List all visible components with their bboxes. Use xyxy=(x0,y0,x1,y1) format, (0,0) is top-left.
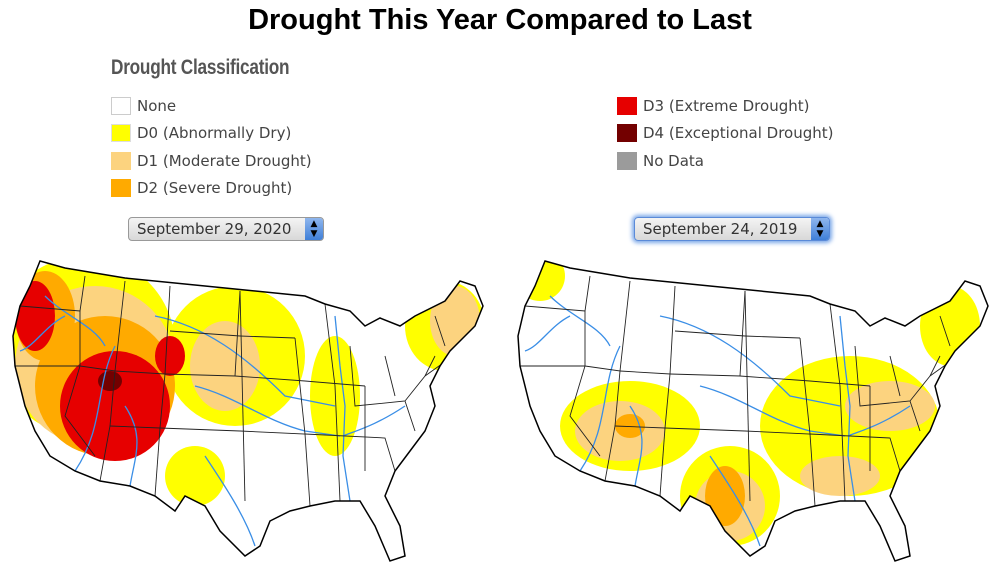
legend-label: No Data xyxy=(643,151,704,170)
drought-map-current xyxy=(12,260,484,562)
drought-map-previous xyxy=(517,260,989,562)
legend-item-d0: D0 (Abnormally Dry) xyxy=(111,120,312,148)
legend-item-none: None xyxy=(111,92,312,120)
legend-label: D3 (Extreme Drought) xyxy=(643,96,810,115)
legend-item-d2: D2 (Severe Drought) xyxy=(111,175,312,203)
swatch-d4 xyxy=(617,124,637,143)
swatch-d0 xyxy=(111,124,131,143)
legend-left: None D0 (Abnormally Dry) D1 (Moderate Dr… xyxy=(111,92,312,202)
date-select-value: September 24, 2019 xyxy=(643,220,798,238)
swatch-d2 xyxy=(111,179,131,198)
legend-label: D2 (Severe Drought) xyxy=(137,179,293,198)
date-select-current[interactable]: September 29, 2020 ▲ ▼ xyxy=(128,217,324,241)
swatch-d1 xyxy=(111,151,131,170)
legend-item-d1: D1 (Moderate Drought) xyxy=(111,147,312,175)
updown-arrows-icon: ▲ ▼ xyxy=(305,218,323,240)
date-select-previous[interactable]: September 24, 2019 ▲ ▼ xyxy=(634,217,830,241)
legend-label: D1 (Moderate Drought) xyxy=(137,151,312,170)
updown-arrows-icon: ▲ ▼ xyxy=(811,218,829,240)
legend-label: None xyxy=(137,96,177,115)
swatch-d3 xyxy=(617,96,637,115)
date-select-value: September 29, 2020 xyxy=(137,220,292,238)
legend-title: Drought Classification xyxy=(111,56,290,79)
page-title: Drought This Year Compared to Last xyxy=(248,4,752,36)
legend-item-nodata: No Data xyxy=(617,147,834,175)
legend-right: D3 (Extreme Drought) D4 (Exceptional Dro… xyxy=(617,92,834,175)
legend-item-d4: D4 (Exceptional Drought) xyxy=(617,120,834,148)
swatch-none xyxy=(111,96,131,115)
legend-label: D4 (Exceptional Drought) xyxy=(643,124,834,143)
legend-item-d3: D3 (Extreme Drought) xyxy=(617,92,834,120)
swatch-nodata xyxy=(617,151,637,170)
legend-label: D0 (Abnormally Dry) xyxy=(137,124,292,143)
